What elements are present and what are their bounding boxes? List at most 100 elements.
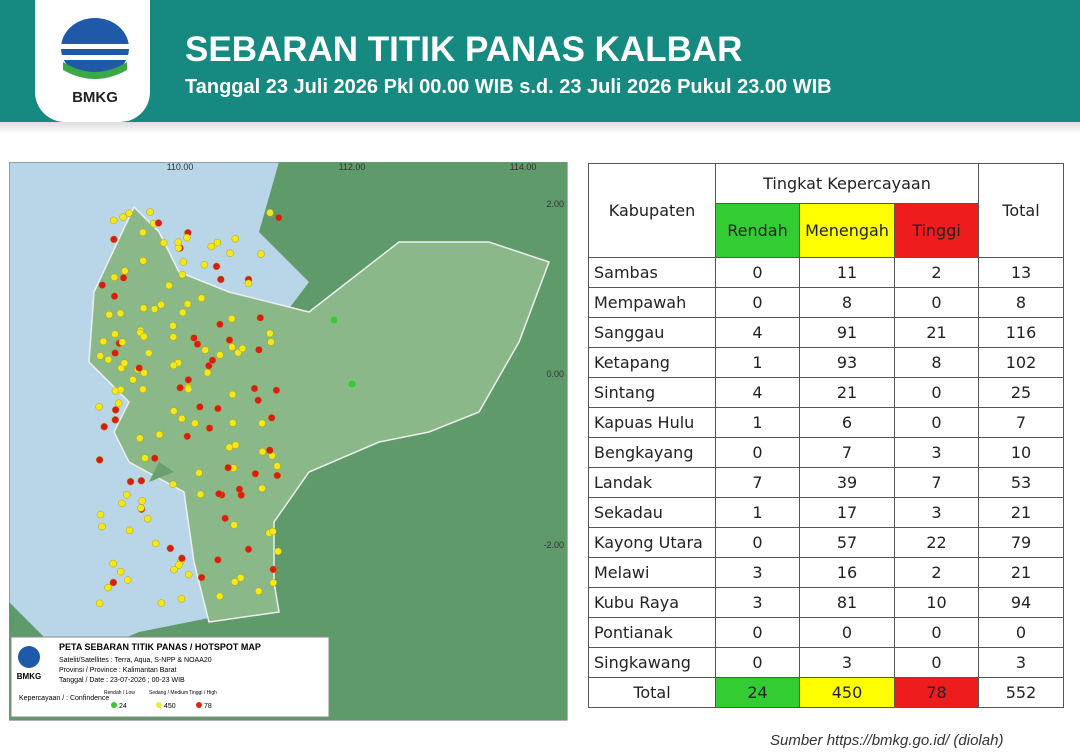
table-cell: 0: [715, 437, 800, 468]
table-cell: 7: [978, 407, 1064, 438]
hotspot: [228, 390, 237, 399]
table-cell: 450: [799, 677, 895, 708]
table-cell: 24: [715, 677, 800, 708]
hotspot: [110, 235, 118, 244]
table-row: Singkawang 0 3 0 3: [588, 647, 1064, 678]
region-cell: Sintang: [588, 377, 716, 408]
divider: [0, 122, 1080, 134]
hotspot: [174, 238, 182, 246]
latitude-label: 0.00: [546, 369, 564, 379]
hotspot: [258, 447, 267, 456]
hotspot: [109, 216, 118, 225]
hotspot: [254, 396, 262, 405]
hotspot: [258, 419, 266, 428]
column-header: Kabupaten: [588, 163, 716, 258]
legend-line: Satelit/Satellites : Terra, Aqua, S-NPP …: [59, 657, 212, 664]
hotspot: [111, 349, 119, 357]
table-cell: 0: [894, 647, 979, 678]
region-cell: Ketapang: [588, 347, 716, 378]
table-cell: 16: [799, 557, 895, 588]
hotspot: [126, 477, 135, 486]
hotspot: [269, 527, 277, 536]
hotspot: [226, 249, 234, 258]
table-cell: 1: [715, 497, 800, 528]
hotspot: [109, 559, 117, 568]
hotspot: [178, 308, 187, 317]
hotspot: [205, 424, 214, 432]
hotspot: [215, 592, 224, 601]
hotspot: [105, 310, 113, 319]
table-cell: 78: [894, 677, 979, 708]
hotspot: [225, 443, 234, 452]
table-cell: 11: [799, 257, 895, 288]
title: SEBARAN TITIK PANAS KALBAR: [185, 30, 743, 69]
hotspot: [129, 375, 137, 384]
table-cell: 3: [894, 437, 979, 468]
hotspot: [109, 578, 118, 587]
hotspot: [139, 304, 148, 312]
hotspot: [214, 556, 222, 564]
hotspot: [110, 273, 119, 282]
table-cell: 102: [978, 347, 1064, 378]
table-cell: 1: [715, 407, 800, 438]
table-cell: 3: [715, 587, 800, 618]
latitude-label: -2.00: [543, 540, 564, 550]
hotspot: [227, 314, 236, 323]
hotspot: [244, 545, 253, 554]
hotspot: [213, 238, 222, 247]
hotspot-table: Kabupaten Tingkat Kepercayaan Total Rend…: [588, 163, 1064, 708]
hotspot: [151, 454, 159, 462]
hotspot: [104, 583, 112, 592]
hotspot: [111, 416, 120, 424]
hotspot: [205, 361, 213, 370]
table-cell: 4: [715, 317, 800, 348]
hotspot: [203, 368, 212, 377]
hotspot: [159, 239, 168, 247]
hotspot: [95, 403, 103, 411]
region-cell: Landak: [588, 467, 716, 498]
table-cell: 116: [978, 317, 1064, 348]
table-cell: 21: [799, 377, 895, 408]
hotspot: [104, 355, 113, 364]
table-cell: 8: [894, 347, 979, 378]
hotspot: [135, 364, 143, 372]
region-cell: Mempawah: [588, 287, 716, 318]
region-cell: Pontianak: [588, 617, 716, 648]
hotspot: [169, 361, 178, 370]
hotspot: [230, 521, 238, 529]
table-cell: 39: [799, 467, 895, 498]
table-cell: 13: [978, 257, 1064, 288]
region-cell: Sanggau: [588, 317, 716, 348]
hotspot: [200, 260, 209, 269]
hotspot: [157, 300, 165, 309]
logo-mark: BMKG: [61, 18, 129, 106]
longitude-label: 112.00: [339, 162, 366, 172]
hotspot: [151, 539, 160, 548]
hotspot: [229, 419, 237, 427]
longitude-label: 114.00: [510, 162, 537, 172]
hotspot: [139, 228, 147, 237]
hotspot: [236, 574, 245, 582]
hotspot: [244, 279, 253, 288]
hotspot: [191, 419, 199, 427]
column-header: Tingkat Kepercayaan: [715, 163, 979, 204]
column-header: Menengah: [799, 203, 895, 258]
table-cell: 6: [799, 407, 895, 438]
table-cell: 0: [894, 617, 979, 648]
hotspot: [224, 463, 232, 472]
legend-low: Rendah / Low: [104, 690, 135, 696]
hotspot: [100, 422, 108, 431]
hotspot: [116, 309, 125, 318]
hotspot: [196, 403, 204, 411]
table-cell: 93: [799, 347, 895, 378]
hotspot: [169, 480, 177, 489]
table-cell: 0: [799, 617, 895, 648]
hotspot: [139, 385, 147, 394]
hotspot: [121, 267, 129, 275]
table-cell: 3: [978, 647, 1064, 678]
hotspot: [348, 380, 356, 388]
hotspot: [120, 359, 129, 367]
hotspot: [230, 578, 239, 586]
table-cell: 21: [894, 317, 979, 348]
hotspot: [221, 514, 229, 523]
